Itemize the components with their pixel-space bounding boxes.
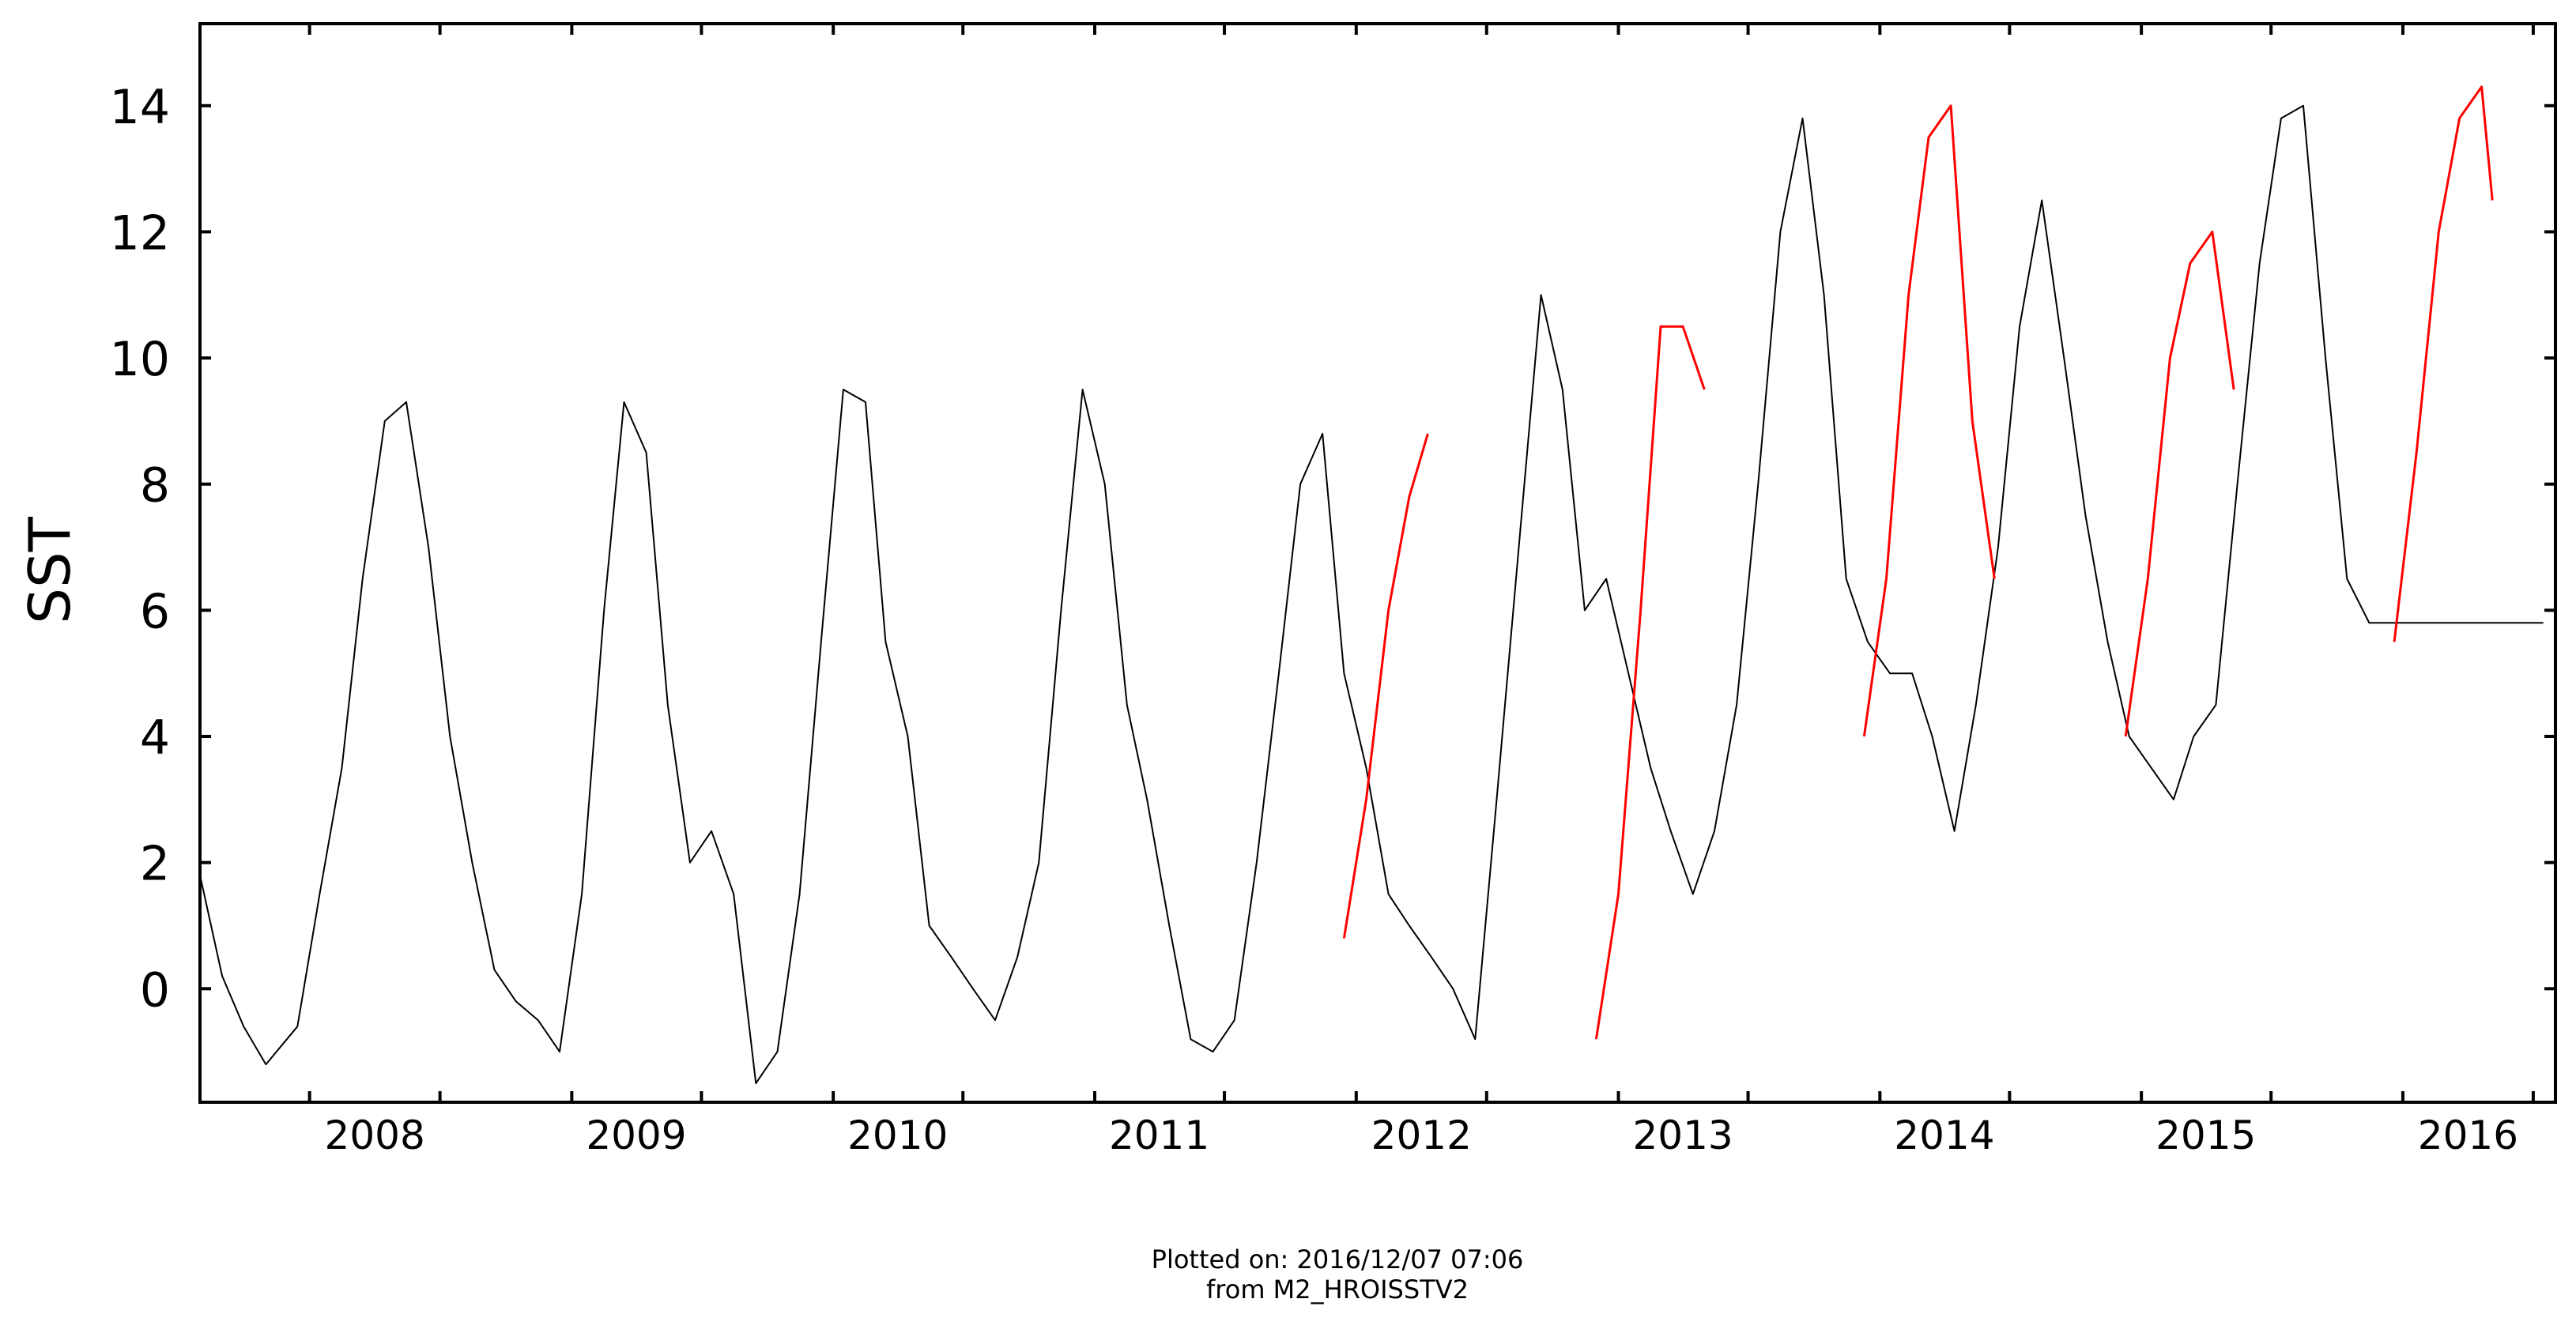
series-line-1 [1342,433,1429,939]
footer-source: from M2_HROISSTV2 [1206,1274,1469,1305]
y-tick-label: 4 [140,710,170,766]
y-tick-label: 14 [110,80,170,135]
y-tick-label: 8 [140,458,170,514]
plot-frame [198,22,2557,1104]
series-line-2 [1594,325,1706,1040]
tick-layer: 0 2 4 6 8 10 12 14 2008 2009 2010 2011 2012 2013 2014 2… [110,24,2555,1158]
x-tick-label: 2013 [1632,1113,1733,1158]
y-tick-label: 0 [140,962,170,1018]
series-layer [199,85,2544,1085]
x-tick-label: 2012 [1371,1113,1472,1158]
y-tick-label: 12 [110,205,170,261]
series-line-0 [199,104,2544,1085]
y-axis-label: SST [17,516,83,623]
series-line-3 [1862,104,1996,737]
x-tick-label: 2014 [1894,1113,1994,1158]
axis-layer [198,22,2557,1104]
y-tick-label: 6 [140,584,170,639]
x-tick-label: 2008 [325,1113,425,1158]
y-tick-label: 10 [110,332,170,387]
x-tick-label: 2010 [847,1113,948,1158]
series-line-4 [2124,230,2235,737]
x-tick-label: 2016 [2418,1113,2518,1158]
y-tick-label: 2 [140,837,170,892]
x-tick-label: 2015 [2155,1113,2256,1158]
x-tick-label: 2009 [586,1113,686,1158]
footer-plotted-on: Plotted on: 2016/12/07 07:06 [1152,1244,1524,1274]
x-tick-label: 2011 [1109,1113,1209,1158]
series-line-5 [2393,85,2494,642]
